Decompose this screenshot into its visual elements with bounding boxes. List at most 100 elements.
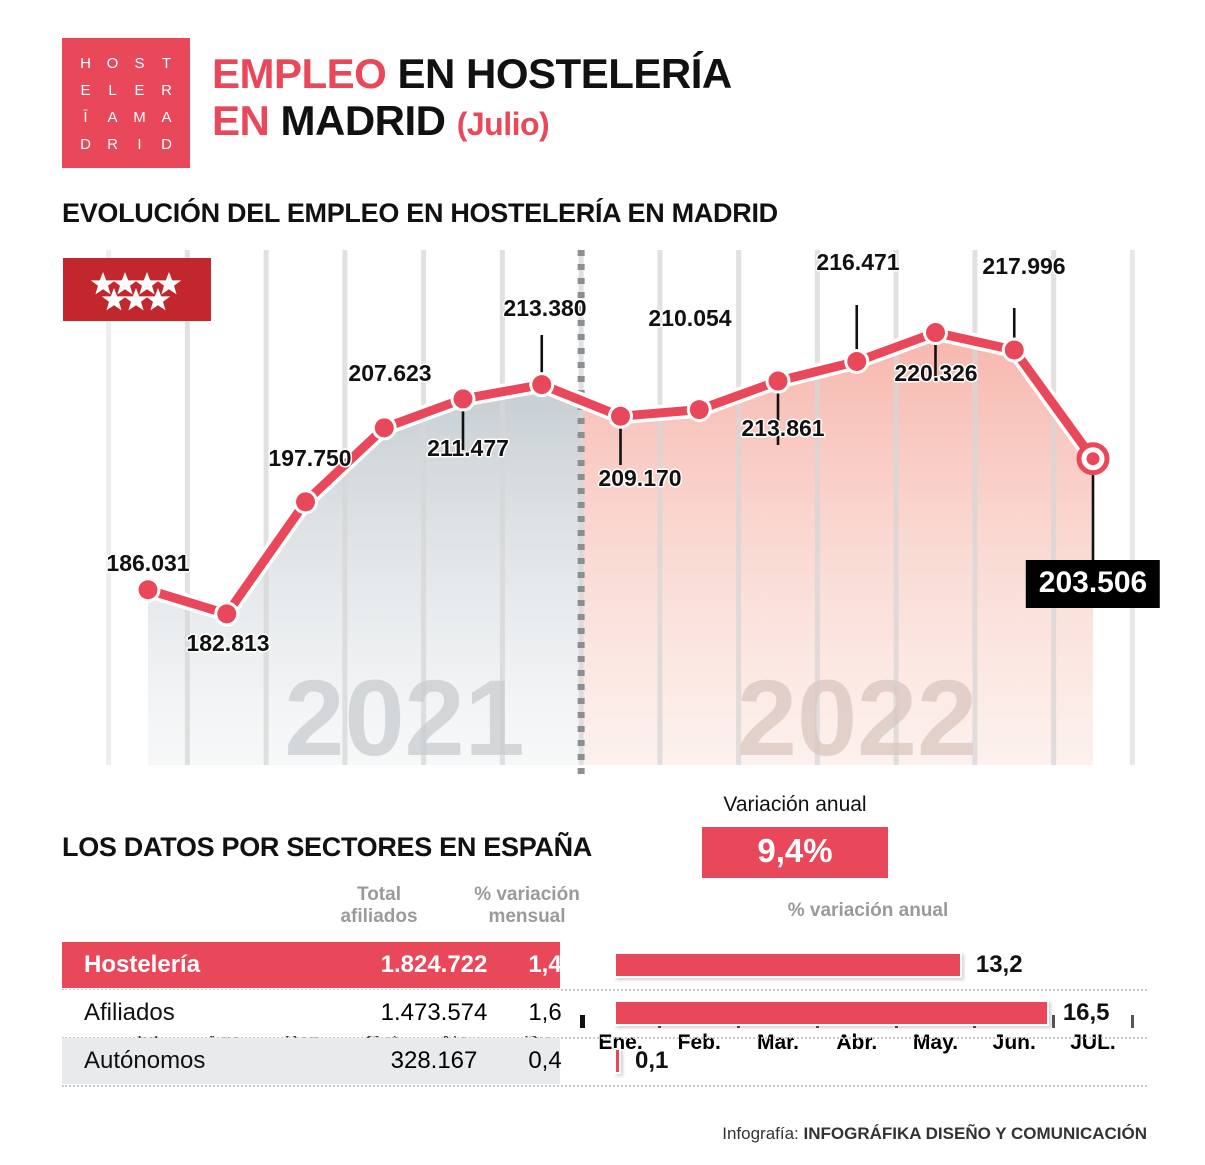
- logo-letter: H: [80, 55, 91, 72]
- logo-letter: M: [133, 109, 146, 126]
- title-en: EN: [212, 97, 270, 145]
- variacion-anual-value: 13,2: [975, 951, 1023, 978]
- row-separator: [62, 1085, 1147, 1087]
- chart-value-label: 207.623: [348, 360, 432, 386]
- chart-value-label-current: 203.506: [1025, 560, 1161, 608]
- col-total-line2: afiliados: [340, 905, 418, 927]
- annual-variation-label: Variación anual: [723, 793, 867, 816]
- chart-value-label: 186.031: [106, 550, 190, 576]
- logo-letter: S: [134, 55, 145, 72]
- row-variacion-mensual: 0,4: [528, 1047, 562, 1074]
- column-header-variacion-anual: % variación anual: [787, 900, 949, 921]
- title-empleo: EMPLEO: [212, 50, 387, 97]
- chart-value-label: 220.326: [894, 360, 978, 386]
- table-row[interactable]: Autónomos 328.167 0,4 0,1: [62, 1038, 1147, 1087]
- x-axis-tick: [1130, 1015, 1134, 1028]
- sectors-data-table: Total afiliados % variación mensual % va…: [62, 880, 1147, 1087]
- x-axis-label-abr: Abr.: [836, 1031, 878, 1054]
- credit-prefix: Infografía:: [722, 1124, 804, 1143]
- col-total-line1: Total: [357, 884, 401, 905]
- column-header-variacion-mensual: % variación mensual: [474, 884, 580, 928]
- svg-text:2022: 2022: [737, 657, 977, 778]
- table-header-row: Total afiliados % variación mensual % va…: [62, 880, 1147, 942]
- x-axis-label-mar: Mar.: [756, 1031, 800, 1054]
- logo-letter: L: [108, 82, 117, 99]
- logo-letter: I: [137, 136, 142, 153]
- chart-value-label: 216.471: [816, 249, 900, 275]
- chart-value-label: 197.750: [268, 445, 352, 471]
- row-sector-name: Afiliados: [84, 999, 175, 1026]
- title-en-hosteleria: EN HOSTELERÍA: [386, 50, 733, 97]
- chart-value-label: 182.813: [186, 630, 270, 656]
- madrid-flag-badge: [63, 258, 211, 321]
- row-variacion-anual-bar-zone: 13,2: [614, 942, 1147, 988]
- logo-letter: R: [107, 136, 118, 153]
- row-total-afiliados: 1.473.574: [380, 999, 488, 1026]
- logo-letter: Ī: [83, 109, 88, 126]
- variacion-anual-bar: [614, 952, 962, 978]
- title-madrid: MADRID: [269, 97, 457, 145]
- variacion-anual-bar: [614, 1000, 1049, 1026]
- logo-letter: A: [161, 109, 172, 126]
- logo-letter: A: [107, 109, 118, 126]
- table-section-title: LOS DATOS POR SECTORES EN ESPAÑA: [62, 832, 592, 862]
- annual-variation-badge: Variación anual 9,4%: [700, 793, 890, 880]
- chart-canvas: 2021 2022: [106, 250, 1135, 778]
- title-block: EMPLEO EN HOSTELERÍA EN MADRID (Julio): [212, 38, 732, 144]
- row-separator: [62, 989, 1147, 991]
- svg-text:2021: 2021: [284, 657, 524, 778]
- column-header-total-afiliados: Total afiliados: [340, 884, 417, 928]
- row-variacion-mensual: 1,4: [528, 951, 562, 978]
- logo-letter: E: [134, 82, 145, 99]
- credit-author: INFOGRÁFIKA DISEÑO Y COMUNICACIÓN: [803, 1124, 1147, 1143]
- logo-letter: T: [161, 55, 172, 72]
- employment-line-chart: 2021 2022 186.031 182.813 197.750 207.623 211…: [0, 249, 1205, 1054]
- x-axis-label-ene: Ene.: [598, 1031, 643, 1054]
- row-variacion-mensual: 1,6: [528, 999, 562, 1026]
- logo-letter: D: [161, 136, 172, 153]
- variacion-anual-bar: [614, 1048, 621, 1074]
- table-row[interactable]: Hostelería 1.824.722 1,4 13,2: [62, 942, 1147, 991]
- x-axis-label-jun: Jun.: [992, 1031, 1036, 1054]
- row-background: [62, 990, 560, 1036]
- row-separator: [62, 1037, 1147, 1039]
- row-background: [62, 942, 560, 988]
- logo-letter: E: [80, 82, 91, 99]
- row-sector-name: Autónomos: [84, 1047, 206, 1074]
- x-axis-label-feb: Feb.: [677, 1031, 721, 1054]
- row-variacion-anual-bar-zone: 16,5: [614, 990, 1147, 1036]
- chart-value-label: 213.861: [741, 415, 825, 441]
- x-axis-label-may: May.: [912, 1031, 959, 1054]
- col-mensual-line2: mensual: [488, 905, 566, 927]
- row-sector-name: Hostelería: [84, 951, 201, 978]
- x-axis-tick: [1052, 1015, 1056, 1028]
- row-background: [62, 1038, 560, 1084]
- title-month: (Julio): [456, 106, 550, 143]
- table-row[interactable]: Afiliados 1.473.574 1,6 16,5: [62, 990, 1147, 1039]
- infographic-credit: Infografía: INFOGRÁFIKA DISEÑO Y COMUNIC…: [722, 1124, 1147, 1144]
- row-total-afiliados: 328.167: [390, 1047, 478, 1074]
- table-body: Hostelería 1.824.722 1,4 13,2 Afiliados 1.473…: [62, 942, 1147, 1087]
- variacion-anual-value: 0,1: [635, 1047, 669, 1074]
- x-axis-tick: [579, 1015, 585, 1028]
- chart-value-label: 210.054: [648, 305, 732, 331]
- chart-section-title: EVOLUCIÓN DEL EMPLEO EN HOSTELERÍA EN MA…: [62, 198, 778, 228]
- madrid-flag-stars-icon: [90, 272, 182, 311]
- x-axis-label-jul: JUL.: [1070, 1031, 1116, 1054]
- title-line-2: EN MADRID (Julio): [212, 97, 732, 144]
- row-variacion-anual-bar-zone: 0,1: [614, 1038, 1147, 1084]
- col-mensual-line1: % variación: [474, 884, 580, 905]
- logo-letter: O: [106, 55, 119, 72]
- logo-letter: R: [161, 82, 172, 99]
- chart-value-label: 211.477: [427, 435, 509, 461]
- row-total-afiliados: 1.824.722: [380, 951, 488, 978]
- chart-value-label: 209.170: [598, 465, 682, 491]
- title-line-1: EMPLEO EN HOSTELERÍA: [212, 50, 732, 97]
- chart-value-label: 213.380: [503, 295, 587, 321]
